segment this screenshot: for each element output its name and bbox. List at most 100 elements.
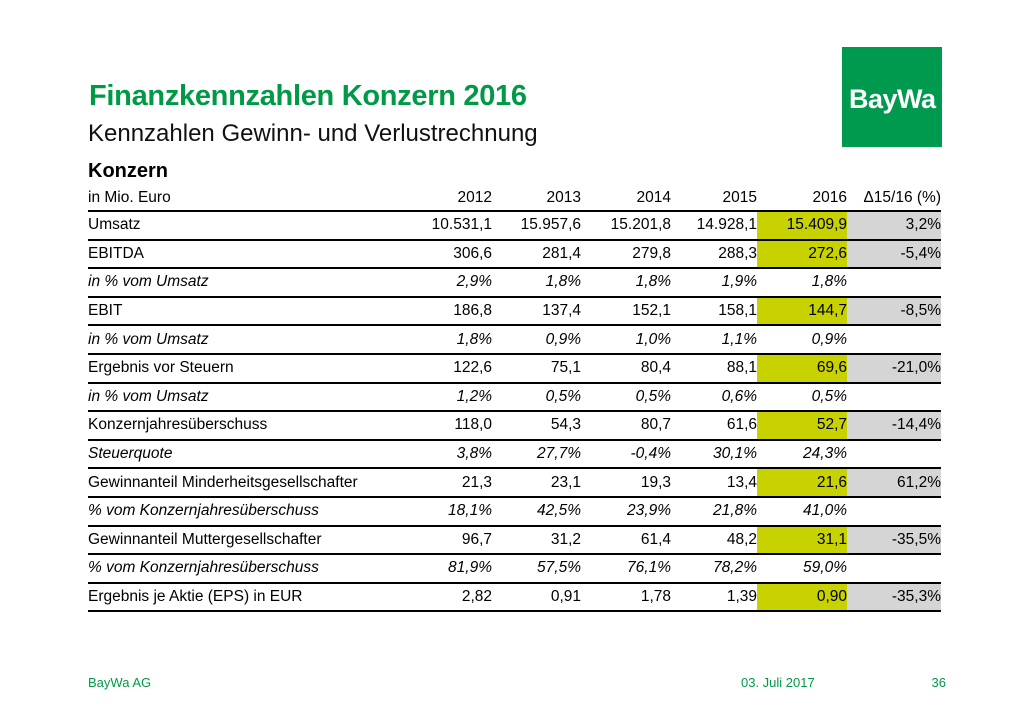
table-row: EBITDA 306,6 281,4 279,8 288,3 272,6 -5,4% — [88, 239, 941, 270]
table-row: Gewinnanteil Minderheitsgesellschafter 21… — [88, 468, 941, 498]
value-2016: 272,6 — [757, 239, 847, 270]
value-2013: 137,4 — [492, 296, 581, 327]
value-2012: 81,9% — [404, 554, 492, 584]
value-2012: 2,82 — [404, 582, 492, 613]
value-delta-15-16: -35,5% — [847, 525, 941, 556]
value-delta-15-16: -5,4% — [847, 239, 941, 270]
value-2012: 122,6 — [404, 353, 492, 384]
value-2016: 21,6 — [757, 468, 847, 498]
value-2015: 61,6 — [671, 411, 757, 441]
row-label: EBITDA — [88, 239, 404, 270]
value-delta-15-16 — [847, 382, 941, 413]
value-2015: 158,1 — [671, 296, 757, 327]
value-2014: 19,3 — [581, 468, 671, 498]
value-2016: 41,0% — [757, 496, 847, 527]
value-2012: 306,6 — [404, 239, 492, 270]
table-row: Ergebnis je Aktie (EPS) in EUR 2,82 0,91 1,… — [88, 582, 941, 613]
table-row: % vom Konzernjahresüberschuss 81,9% 57,5% 7… — [88, 554, 941, 584]
value-2012: 96,7 — [404, 525, 492, 556]
value-2016: 31,1 — [757, 525, 847, 556]
value-2014: 1,8% — [581, 268, 671, 298]
value-2015: 1,9% — [671, 268, 757, 298]
value-2014: 23,9% — [581, 496, 671, 527]
value-2015: 288,3 — [671, 239, 757, 270]
page-subtitle: Kennzahlen Gewinn- und Verlustrechnung — [88, 120, 538, 147]
row-label: in % vom Umsatz — [88, 382, 404, 413]
value-2015: 78,2% — [671, 554, 757, 584]
value-2012: 3,8% — [404, 439, 492, 470]
column-header-2013: 2013 — [492, 186, 581, 212]
row-label: EBIT — [88, 296, 404, 327]
table-row: in % vom Umsatz 1,8% 0,9% 1,0% 1,1% 0,9% — [88, 325, 941, 355]
value-delta-15-16: -8,5% — [847, 296, 941, 327]
value-2014: 61,4 — [581, 525, 671, 556]
value-delta-15-16 — [847, 268, 941, 298]
value-2014: 1,0% — [581, 325, 671, 355]
value-2013: 281,4 — [492, 239, 581, 270]
value-delta-15-16: 61,2% — [847, 468, 941, 498]
value-delta-15-16 — [847, 325, 941, 355]
value-2012: 10.531,1 — [404, 211, 492, 241]
column-header-2014: 2014 — [581, 186, 671, 212]
footer-page-number: 36 — [931, 675, 946, 690]
value-2014: 152,1 — [581, 296, 671, 327]
value-2015: 0,6% — [671, 382, 757, 413]
table-header-row: in Mio. Euro 2012 2013 2014 2015 2016 Δ1… — [88, 186, 941, 212]
row-label: Konzernjahresüberschuss — [88, 411, 404, 441]
value-2015: 1,1% — [671, 325, 757, 355]
unit-label: in Mio. Euro — [88, 186, 404, 212]
value-2016: 15.409,9 — [757, 211, 847, 241]
row-label: Ergebnis je Aktie (EPS) in EUR — [88, 582, 404, 613]
column-header-2016: 2016 — [757, 186, 847, 212]
value-2015: 30,1% — [671, 439, 757, 470]
column-header-2012: 2012 — [404, 186, 492, 212]
value-2013: 0,5% — [492, 382, 581, 413]
section-heading: Konzern — [88, 160, 168, 182]
value-2016: 69,6 — [757, 353, 847, 384]
value-2014: 80,4 — [581, 353, 671, 384]
value-2012: 21,3 — [404, 468, 492, 498]
value-delta-15-16 — [847, 554, 941, 584]
value-2014: 0,5% — [581, 382, 671, 413]
value-2013: 42,5% — [492, 496, 581, 527]
value-2014: 1,78 — [581, 582, 671, 613]
table-row: Umsatz 10.531,1 15.957,6 15.201,8 14.928,1 15… — [88, 211, 941, 241]
value-2012: 118,0 — [404, 411, 492, 441]
column-header-2015: 2015 — [671, 186, 757, 212]
value-2016: 144,7 — [757, 296, 847, 327]
value-2012: 1,2% — [404, 382, 492, 413]
value-delta-15-16 — [847, 439, 941, 470]
row-label: % vom Konzernjahresüberschuss — [88, 554, 404, 584]
value-2013: 23,1 — [492, 468, 581, 498]
value-2012: 2,9% — [404, 268, 492, 298]
value-2015: 1,39 — [671, 582, 757, 613]
value-2012: 186,8 — [404, 296, 492, 327]
value-delta-15-16 — [847, 496, 941, 527]
page-title: Finanzkennzahlen Konzern 2016 — [89, 80, 527, 112]
value-2016: 24,3% — [757, 439, 847, 470]
baywa-logo: BayWa — [842, 47, 942, 147]
row-label: Gewinnanteil Muttergesellschafter — [88, 525, 404, 556]
value-2013: 57,5% — [492, 554, 581, 584]
value-2013: 15.957,6 — [492, 211, 581, 241]
table-row: Gewinnanteil Muttergesellschafter 96,7 31,… — [88, 525, 941, 556]
value-delta-15-16: -14,4% — [847, 411, 941, 441]
table-row: in % vom Umsatz 2,9% 1,8% 1,8% 1,9% 1,8% — [88, 268, 941, 298]
value-2014: -0,4% — [581, 439, 671, 470]
table-row: EBIT 186,8 137,4 152,1 158,1 144,7 -8,5% — [88, 296, 941, 327]
value-2016: 0,90 — [757, 582, 847, 613]
footer-date: 03. Juli 2017 — [741, 675, 815, 690]
value-2014: 76,1% — [581, 554, 671, 584]
value-2014: 80,7 — [581, 411, 671, 441]
row-label: % vom Konzernjahresüberschuss — [88, 496, 404, 527]
value-2015: 48,2 — [671, 525, 757, 556]
value-2016: 59,0% — [757, 554, 847, 584]
value-delta-15-16: -21,0% — [847, 353, 941, 384]
value-2016: 52,7 — [757, 411, 847, 441]
baywa-logo-text: BayWa — [849, 84, 936, 114]
value-2012: 1,8% — [404, 325, 492, 355]
value-2013: 31,2 — [492, 525, 581, 556]
value-2012: 18,1% — [404, 496, 492, 527]
footer-company: BayWa AG — [88, 675, 152, 690]
